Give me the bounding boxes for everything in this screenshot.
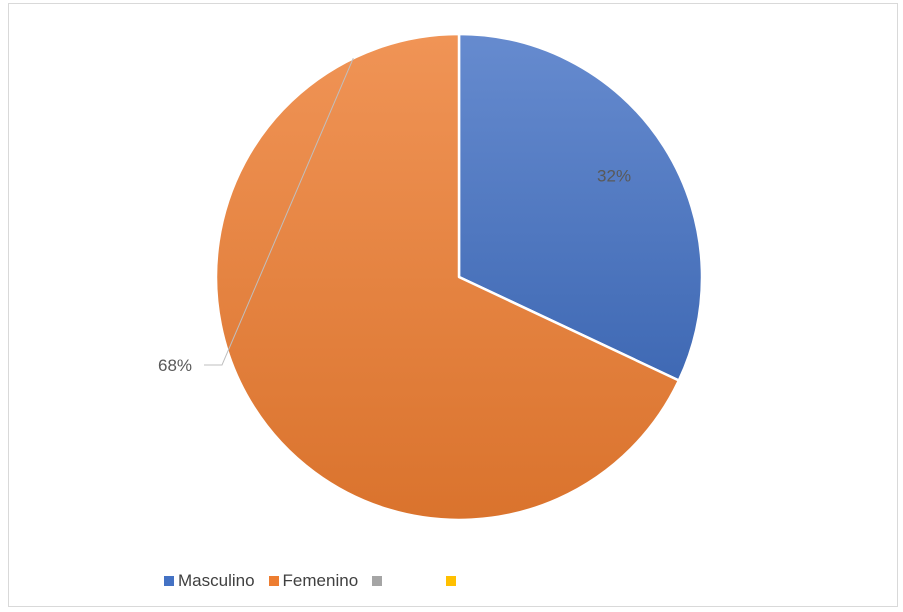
legend-swatch [446, 576, 457, 586]
legend-swatch [268, 576, 279, 586]
legend-item: Femenino [268, 571, 359, 591]
legend-label: Femenino [282, 571, 359, 590]
legend-swatch [372, 576, 383, 586]
data-label-masculino: 32% [597, 166, 631, 185]
data-label-femenino: 68% [158, 356, 192, 375]
pie-data-labels: 32% 68% [158, 57, 631, 375]
legend-item [446, 576, 460, 586]
legend-item: Masculino [164, 571, 255, 591]
legend-item [372, 576, 386, 586]
leader-line [204, 57, 354, 366]
pie-slices [214, 32, 704, 522]
chart-legend: Masculino Femenino [164, 568, 520, 594]
legend-label: Masculino [178, 571, 255, 590]
pie-slice-femenino [214, 32, 681, 522]
legend-swatch [164, 576, 174, 586]
pie-slice-masculino [457, 32, 704, 382]
